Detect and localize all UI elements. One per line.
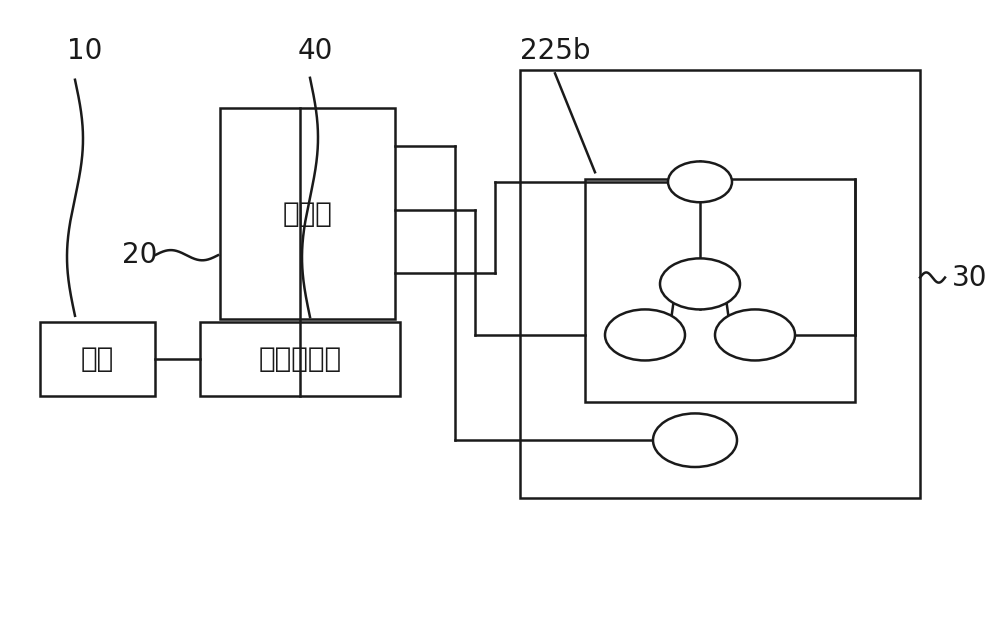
Text: 40: 40	[297, 37, 333, 65]
Text: 30: 30	[952, 263, 988, 292]
Circle shape	[605, 309, 685, 360]
Bar	[220, 108, 395, 319]
Circle shape	[668, 161, 732, 202]
Text: 压力控制器: 压力控制器	[258, 345, 342, 373]
Text: 225b: 225b	[520, 37, 590, 65]
Circle shape	[660, 258, 740, 309]
Text: 气源: 气源	[81, 345, 114, 373]
Text: 20: 20	[122, 241, 158, 269]
Bar	[520, 70, 920, 498]
Text: 进样器: 进样器	[283, 200, 332, 228]
Circle shape	[715, 309, 795, 360]
Text: 10: 10	[67, 37, 103, 65]
Circle shape	[653, 413, 737, 467]
Bar	[585, 179, 855, 402]
Bar	[40, 322, 155, 396]
Bar	[200, 322, 400, 396]
